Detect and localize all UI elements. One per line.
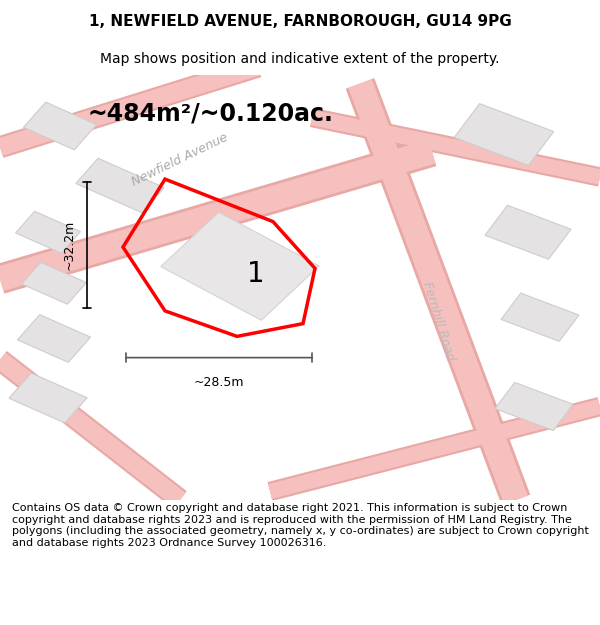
Text: ~484m²/~0.120ac.: ~484m²/~0.120ac. xyxy=(87,101,333,125)
Polygon shape xyxy=(76,158,164,212)
Text: Map shows position and indicative extent of the property.: Map shows position and indicative extent… xyxy=(100,51,500,66)
Polygon shape xyxy=(485,205,571,259)
Text: Newfield Avenue: Newfield Avenue xyxy=(130,131,230,189)
Polygon shape xyxy=(454,104,554,166)
Text: ~32.2m: ~32.2m xyxy=(62,220,76,270)
Text: Fernhill Road: Fernhill Road xyxy=(420,281,456,362)
Text: 1: 1 xyxy=(247,260,265,288)
Text: Contains OS data © Crown copyright and database right 2021. This information is : Contains OS data © Crown copyright and d… xyxy=(12,503,589,548)
Polygon shape xyxy=(16,211,80,253)
Polygon shape xyxy=(9,373,87,423)
Polygon shape xyxy=(17,314,91,362)
Text: 1, NEWFIELD AVENUE, FARNBOROUGH, GU14 9PG: 1, NEWFIELD AVENUE, FARNBOROUGH, GU14 9P… xyxy=(89,14,511,29)
Polygon shape xyxy=(22,262,86,304)
Polygon shape xyxy=(495,382,573,431)
Polygon shape xyxy=(23,102,97,150)
Text: ~28.5m: ~28.5m xyxy=(194,376,244,389)
Polygon shape xyxy=(501,293,579,341)
Polygon shape xyxy=(161,213,319,320)
